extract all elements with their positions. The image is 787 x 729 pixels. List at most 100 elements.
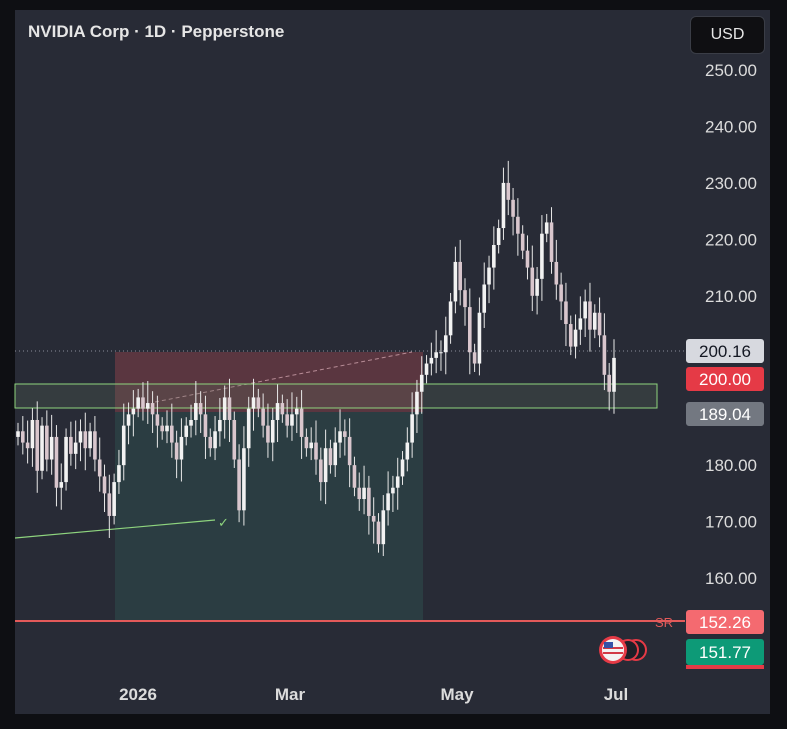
candle[interactable] <box>251 378 256 431</box>
candle[interactable] <box>309 427 313 461</box>
candle[interactable] <box>323 429 328 505</box>
candle[interactable] <box>328 439 333 474</box>
candle[interactable] <box>468 288 472 375</box>
candle[interactable] <box>21 416 25 455</box>
candle[interactable] <box>261 393 265 438</box>
candle[interactable] <box>117 449 121 494</box>
candle[interactable] <box>222 385 227 439</box>
candle[interactable] <box>30 408 35 467</box>
candle[interactable] <box>592 304 597 339</box>
candle[interactable] <box>506 160 511 216</box>
candle[interactable] <box>179 418 184 482</box>
candle[interactable] <box>333 427 338 478</box>
candle[interactable] <box>520 225 525 260</box>
candle[interactable] <box>150 391 155 433</box>
candle[interactable] <box>256 388 261 418</box>
candle[interactable] <box>371 497 376 544</box>
candle[interactable] <box>294 396 299 433</box>
candle[interactable] <box>453 246 458 314</box>
candle[interactable] <box>131 390 136 437</box>
dashed-trendline[interactable] <box>154 351 413 403</box>
candle[interactable] <box>304 428 309 457</box>
candle[interactable] <box>559 272 563 321</box>
candle[interactable] <box>463 278 467 326</box>
candle[interactable] <box>16 422 20 446</box>
candle[interactable] <box>410 392 414 458</box>
candle[interactable] <box>227 378 232 443</box>
candle[interactable] <box>35 401 40 493</box>
candle[interactable] <box>73 420 78 470</box>
candle[interactable] <box>155 395 160 448</box>
candle[interactable] <box>347 418 352 488</box>
candle[interactable] <box>381 495 386 557</box>
candle[interactable] <box>184 417 189 446</box>
candle[interactable] <box>218 397 222 447</box>
candle[interactable] <box>496 219 501 254</box>
candle[interactable] <box>49 414 54 475</box>
candle[interactable] <box>544 213 549 243</box>
candle[interactable] <box>213 416 217 461</box>
long-position-zone[interactable] <box>115 412 423 622</box>
candle[interactable] <box>165 410 169 444</box>
candle[interactable] <box>290 392 294 441</box>
candle[interactable] <box>145 381 150 424</box>
candle[interactable] <box>54 425 59 507</box>
candle[interactable] <box>458 239 462 306</box>
candle[interactable] <box>549 207 554 274</box>
candle[interactable] <box>540 215 544 301</box>
candle[interactable] <box>59 463 64 510</box>
candle[interactable] <box>448 292 453 344</box>
candle[interactable] <box>568 315 573 356</box>
candle[interactable] <box>588 282 592 352</box>
candle[interactable] <box>439 340 443 371</box>
candle[interactable] <box>242 426 246 526</box>
candle[interactable] <box>573 314 578 359</box>
candle[interactable] <box>285 399 289 438</box>
candle[interactable] <box>270 408 275 462</box>
candle[interactable] <box>612 339 616 414</box>
candle[interactable] <box>400 451 405 485</box>
candle[interactable] <box>338 409 342 458</box>
candle[interactable] <box>472 343 477 373</box>
candle[interactable] <box>45 410 49 472</box>
candle[interactable] <box>208 428 213 457</box>
candle[interactable] <box>511 187 515 236</box>
candle[interactable] <box>112 473 116 525</box>
candle[interactable] <box>343 419 347 456</box>
candle[interactable] <box>78 419 83 462</box>
candle[interactable] <box>602 313 607 391</box>
candle[interactable] <box>564 282 568 347</box>
candle[interactable] <box>443 316 448 375</box>
candle[interactable] <box>367 475 371 535</box>
candle[interactable] <box>25 420 30 464</box>
candle[interactable] <box>583 289 587 338</box>
candle[interactable] <box>352 456 357 497</box>
candle[interactable] <box>482 262 487 328</box>
candle[interactable] <box>415 379 419 433</box>
candle[interactable] <box>160 417 164 440</box>
candle[interactable] <box>174 430 179 479</box>
candle[interactable] <box>40 417 44 480</box>
candle[interactable] <box>319 447 323 501</box>
candle[interactable] <box>275 384 280 443</box>
candle[interactable] <box>203 395 208 459</box>
candle[interactable] <box>88 422 92 457</box>
candle[interactable] <box>434 330 438 374</box>
candle[interactable] <box>64 428 68 491</box>
candle[interactable] <box>530 245 535 312</box>
candle[interactable] <box>136 388 140 418</box>
candle[interactable] <box>299 390 304 459</box>
candle[interactable] <box>597 297 602 348</box>
candle[interactable] <box>280 394 285 423</box>
candle[interactable] <box>395 457 400 510</box>
candle[interactable] <box>419 356 424 414</box>
candle[interactable] <box>362 465 366 515</box>
candle[interactable] <box>198 391 203 433</box>
candle[interactable] <box>391 475 395 513</box>
candle[interactable] <box>194 381 198 436</box>
candle[interactable] <box>232 411 237 468</box>
candle[interactable] <box>477 297 482 376</box>
candle[interactable] <box>69 421 73 466</box>
candle[interactable] <box>237 444 241 523</box>
